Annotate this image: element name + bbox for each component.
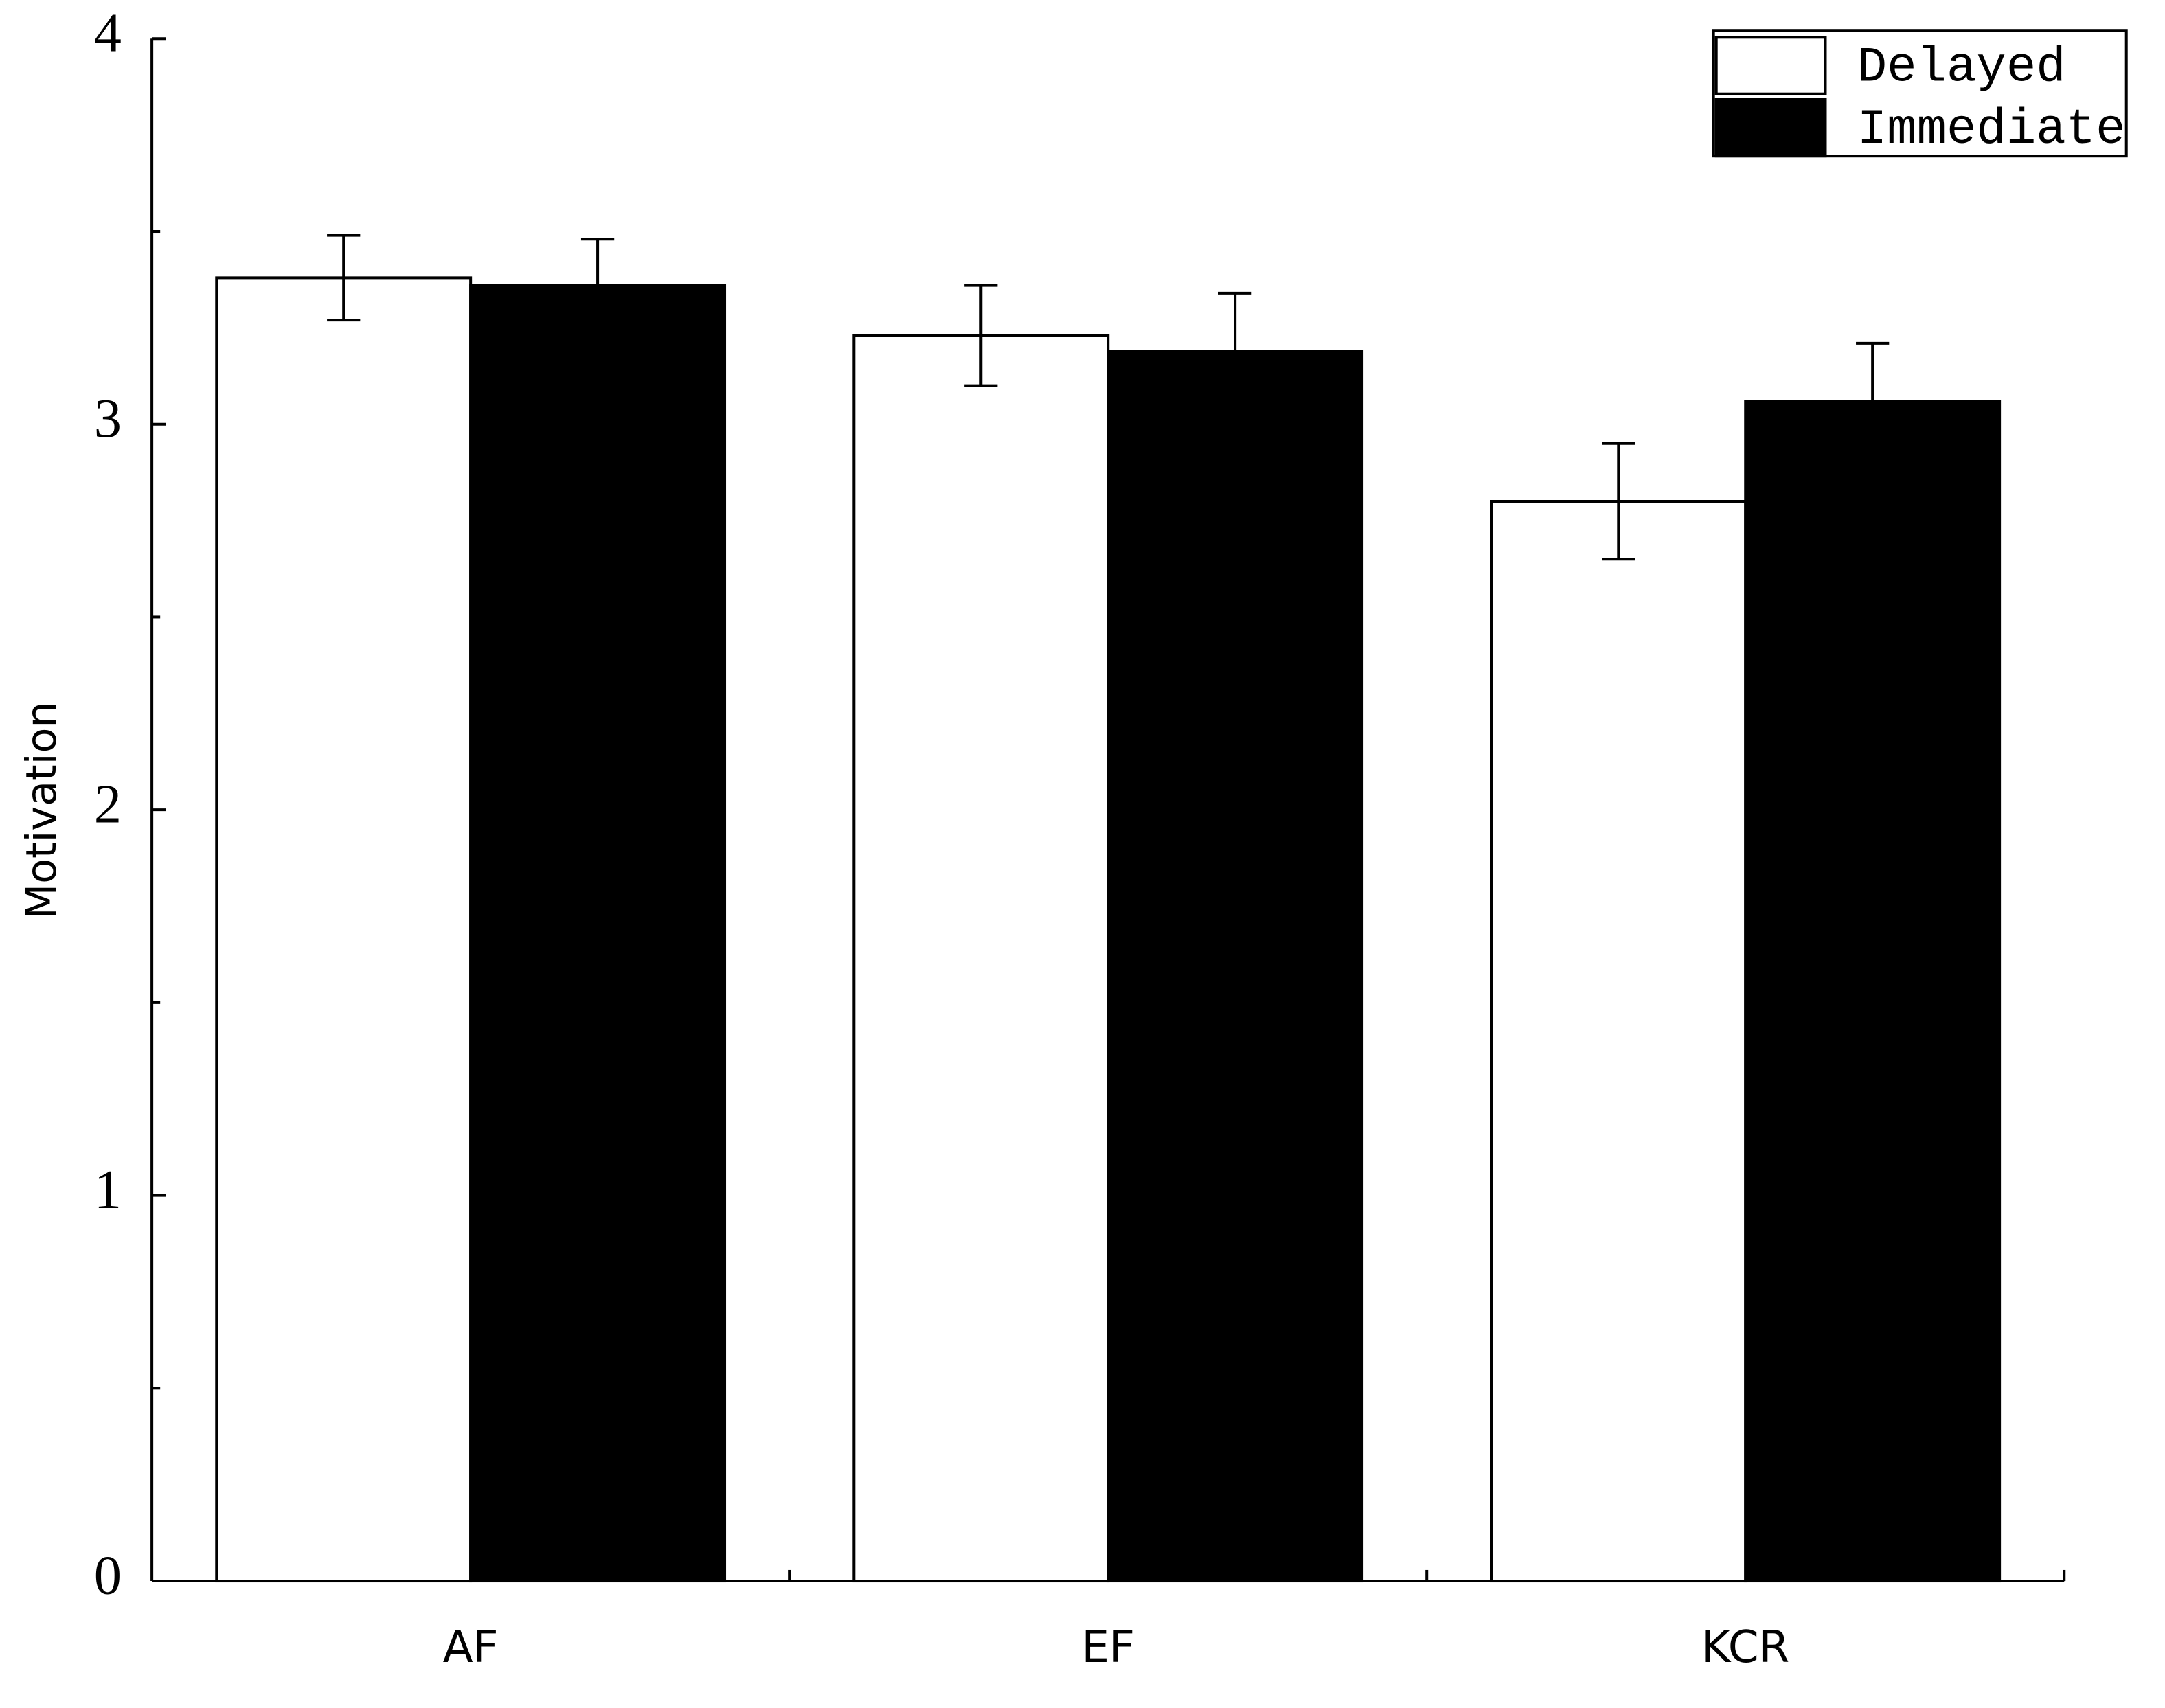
y-axis-label: Motivation <box>18 701 66 919</box>
error-bar <box>964 284 998 387</box>
error-bar <box>580 238 615 333</box>
y-tick-label: 3 <box>94 388 122 449</box>
legend-label: Delayed <box>1857 40 2066 96</box>
y-tick-label: 4 <box>94 3 122 64</box>
legend-swatch <box>1714 36 1827 95</box>
legend-swatch <box>1714 98 1827 158</box>
error-bar <box>1218 291 1252 411</box>
legend-label: Immediate <box>1857 102 2126 158</box>
bar <box>1744 400 2002 1583</box>
x-tick-label: EF <box>1081 1621 1135 1673</box>
y-tick-label: 1 <box>94 1159 122 1220</box>
y-tick-label: 2 <box>94 774 122 835</box>
error-bar <box>1856 341 1890 461</box>
bar <box>1490 500 1747 1583</box>
bar <box>215 276 473 1583</box>
x-tick-label: AF <box>443 1621 499 1673</box>
x-tick-label: KCR <box>1701 1621 1789 1673</box>
bar <box>1107 350 1364 1583</box>
bar <box>852 334 1110 1583</box>
error-bar <box>1602 442 1635 561</box>
bar <box>469 284 727 1583</box>
y-tick-label: 0 <box>94 1545 122 1606</box>
error-bar <box>327 234 361 322</box>
